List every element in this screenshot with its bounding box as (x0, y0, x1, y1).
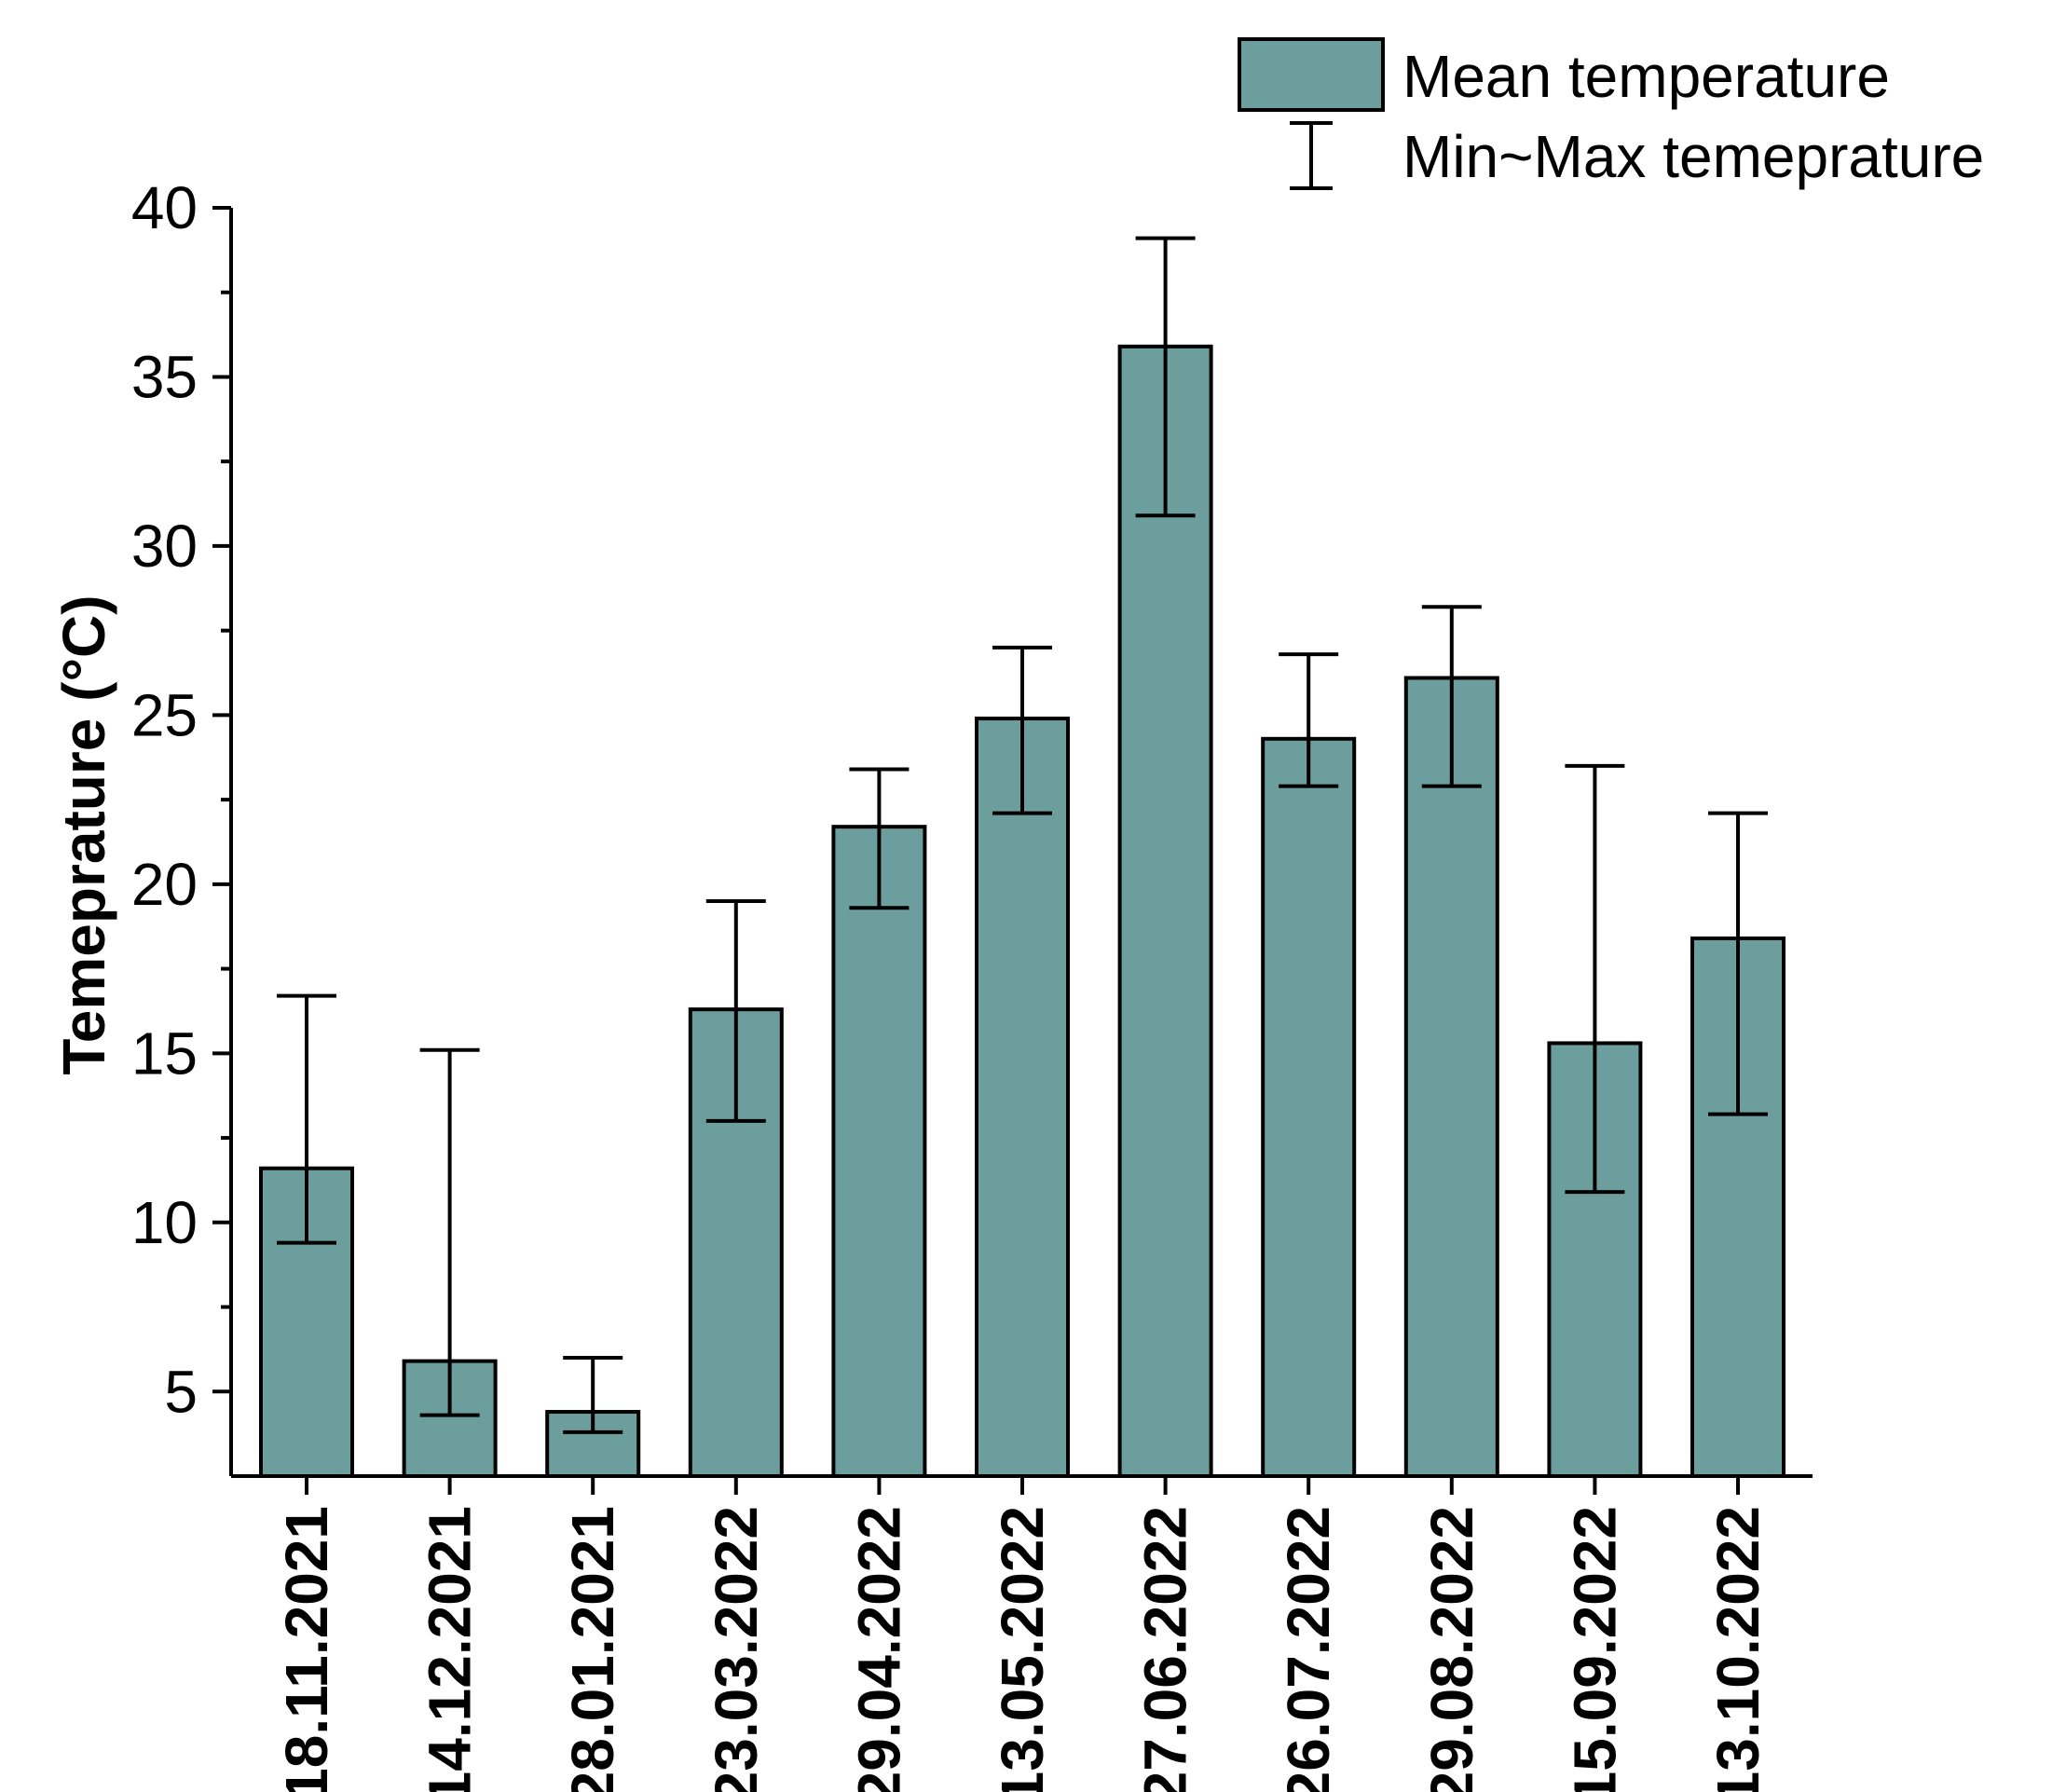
y-tick-label: 40 (131, 174, 198, 241)
error-bar-15.09.2022 (1565, 763, 1625, 1195)
legend: Mean temperature Min~Max temeprature (1238, 37, 1984, 190)
errorbars-layer (277, 236, 1768, 1434)
legend-label-minmax: Min~Max temeprature (1402, 123, 1984, 190)
error-bar-18.11.2021 (277, 993, 336, 1245)
x-tick-label: 28.01.2021 (559, 1506, 626, 1792)
x-tick-label: 26.07.2022 (1275, 1506, 1342, 1792)
y-tick-label: 35 (131, 343, 198, 410)
y-axis-title: Temeprature (°C) (50, 595, 117, 1074)
x-tick-label: 15.09.2022 (1561, 1506, 1628, 1792)
error-bar-14.12.2021 (419, 1047, 480, 1417)
x-tick-label: 29.04.2022 (845, 1506, 912, 1792)
x-tick-label: 27.06.2022 (1132, 1506, 1199, 1792)
error-bar-28.01.2021 (563, 1355, 623, 1434)
y-tick-label: 15 (131, 1019, 198, 1087)
y-ticks: 5 10 15 20 25 30 35 40 (131, 174, 231, 1425)
y-tick-label: 5 (164, 1358, 198, 1425)
legend-swatch-mean (1238, 37, 1385, 112)
y-tick-label: 10 (131, 1189, 198, 1256)
x-tick-label: 13.10.2022 (1704, 1506, 1772, 1792)
error-bar-29.04.2022 (849, 767, 910, 910)
x-tick-label: 29.08.2022 (1418, 1506, 1485, 1792)
x-tick-label: 23.03.2022 (703, 1506, 770, 1792)
bar-26.07.2022 (1261, 736, 1357, 1478)
error-bar-13.10.2022 (1708, 811, 1768, 1116)
error-bar-27.06.2022 (1135, 236, 1196, 518)
error-bar-26.07.2022 (1279, 652, 1339, 788)
bar-29.04.2022 (831, 825, 927, 1478)
x-tick-label: 14.12.2021 (417, 1506, 484, 1792)
bars-layer (259, 344, 1786, 1479)
error-bar-29.08.2022 (1421, 605, 1482, 788)
bar-29.08.2022 (1403, 676, 1499, 1478)
bar-13.05.2022 (975, 717, 1070, 1478)
y-tick-label: 25 (131, 681, 198, 748)
x-tick-label: 18.11.2021 (273, 1506, 340, 1792)
error-bar-13.05.2022 (992, 645, 1052, 815)
y-tick-label: 20 (131, 851, 198, 918)
errorbar-icon (1290, 121, 1333, 190)
bar-23.03.2022 (688, 1007, 784, 1478)
x-tick-label: 13.05.2022 (989, 1506, 1056, 1792)
error-bar-23.03.2022 (705, 899, 766, 1123)
x-tick-labels: 18.11.2021 14.12.2021 28.01.2021 23.03.2022… (273, 1476, 1772, 1792)
legend-label-mean: Mean temperature (1402, 43, 1890, 110)
y-tick-label: 30 (131, 513, 198, 580)
